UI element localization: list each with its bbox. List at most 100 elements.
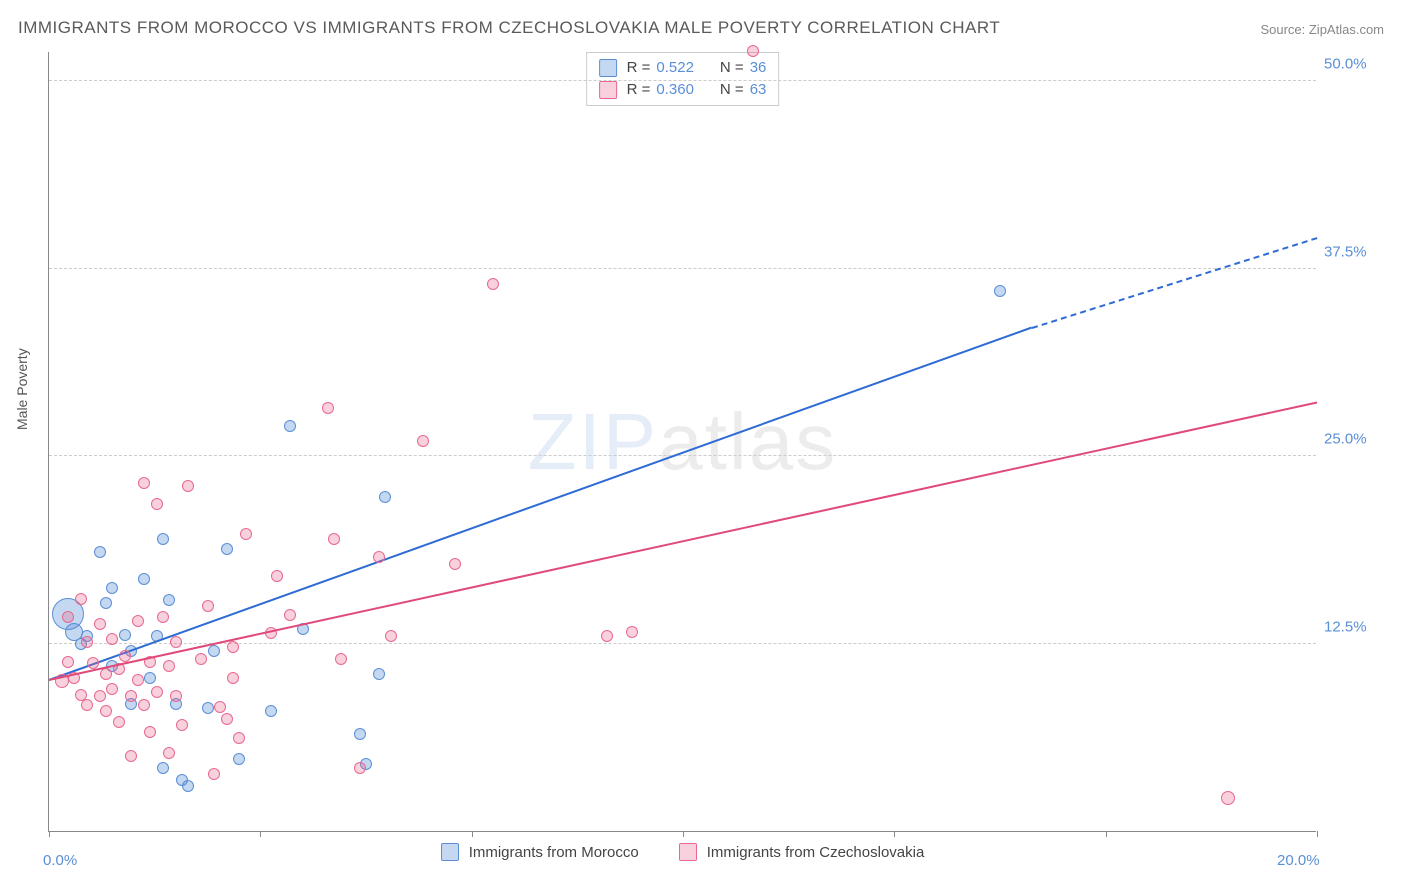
data-point: [265, 705, 277, 717]
plot-area: ZIPatlas R =0.522N =36R =0.360N =63 Immi…: [48, 52, 1316, 832]
data-point: [75, 593, 87, 605]
data-point: [151, 686, 163, 698]
data-point: [62, 611, 74, 623]
gridline-h: [49, 455, 1316, 456]
data-point: [379, 491, 391, 503]
data-point: [208, 645, 220, 657]
trend-line: [49, 327, 1032, 681]
data-point: [221, 713, 233, 725]
n-label: N =: [720, 79, 744, 101]
x-tick: [1106, 831, 1107, 837]
data-point: [385, 630, 397, 642]
data-point: [214, 701, 226, 713]
data-point: [119, 650, 131, 662]
data-point: [417, 435, 429, 447]
data-point: [144, 672, 156, 684]
data-point: [170, 636, 182, 648]
legend-row: R =0.522 N = 36: [599, 57, 767, 79]
data-point: [322, 402, 334, 414]
trend-line-dashed: [1031, 237, 1317, 329]
data-point: [132, 615, 144, 627]
n-value: 63: [750, 79, 767, 101]
x-tick: [894, 831, 895, 837]
data-point: [113, 716, 125, 728]
watermark-bold: ZIP: [528, 397, 658, 486]
data-point: [626, 626, 638, 638]
legend-swatch: [599, 81, 617, 99]
legend-label: Immigrants from Morocco: [469, 844, 639, 861]
gridline-h: [49, 643, 1316, 644]
data-point: [94, 618, 106, 630]
data-point: [176, 719, 188, 731]
legend-item: Immigrants from Czechoslovakia: [679, 843, 925, 861]
r-value: 0.522: [656, 57, 694, 79]
n-label: N =: [720, 57, 744, 79]
data-point: [62, 656, 74, 668]
data-point: [227, 641, 239, 653]
data-point: [335, 653, 347, 665]
data-point: [94, 546, 106, 558]
data-point: [157, 611, 169, 623]
data-point: [138, 573, 150, 585]
data-point: [284, 609, 296, 621]
data-point: [163, 660, 175, 672]
data-point: [157, 762, 169, 774]
series-legend: Immigrants from Morocco Immigrants from C…: [49, 843, 1316, 861]
x-tick: [472, 831, 473, 837]
data-point: [81, 636, 93, 648]
watermark-thin: atlas: [658, 397, 837, 486]
data-point: [170, 690, 182, 702]
legend-row: R =0.360N =63: [599, 79, 767, 101]
n-value: 36: [750, 57, 767, 79]
legend-swatch: [599, 59, 617, 77]
legend-label: Immigrants from Czechoslovakia: [707, 844, 925, 861]
data-point: [106, 582, 118, 594]
data-point: [100, 597, 112, 609]
data-point: [106, 633, 118, 645]
data-point: [125, 750, 137, 762]
data-point: [157, 533, 169, 545]
x-tick: [1317, 831, 1318, 837]
x-tick-label: 0.0%: [43, 852, 77, 869]
x-tick: [683, 831, 684, 837]
data-point: [354, 728, 366, 740]
correlation-legend: R =0.522 N = 36R =0.360 N = 63: [586, 52, 780, 106]
data-point: [144, 726, 156, 738]
data-point: [151, 498, 163, 510]
data-point: [138, 699, 150, 711]
data-point: [994, 285, 1006, 297]
data-point: [271, 570, 283, 582]
r-value: 0.360: [656, 79, 694, 101]
data-point: [163, 747, 175, 759]
x-tick-label: 20.0%: [1277, 852, 1320, 869]
r-label: R =: [627, 57, 651, 79]
data-point: [100, 705, 112, 717]
data-point: [81, 699, 93, 711]
x-tick: [260, 831, 261, 837]
data-point: [195, 653, 207, 665]
y-axis-label: Male Poverty: [14, 348, 30, 430]
data-point: [354, 762, 366, 774]
trend-line: [49, 402, 1317, 681]
data-point: [106, 683, 118, 695]
y-tick-label: 12.5%: [1324, 618, 1394, 635]
y-tick-label: 50.0%: [1324, 56, 1394, 73]
data-point: [233, 732, 245, 744]
data-point: [328, 533, 340, 545]
data-point: [119, 629, 131, 641]
data-point: [163, 594, 175, 606]
data-point: [132, 674, 144, 686]
data-point: [747, 45, 759, 57]
data-point: [94, 690, 106, 702]
gridline-h: [49, 268, 1316, 269]
data-point: [233, 753, 245, 765]
data-point: [284, 420, 296, 432]
data-point: [240, 528, 252, 540]
data-point: [202, 702, 214, 714]
data-point: [601, 630, 613, 642]
data-point: [449, 558, 461, 570]
data-point: [1221, 791, 1235, 805]
data-point: [373, 551, 385, 563]
watermark: ZIPatlas: [528, 396, 837, 488]
gridline-h: [49, 80, 1316, 81]
